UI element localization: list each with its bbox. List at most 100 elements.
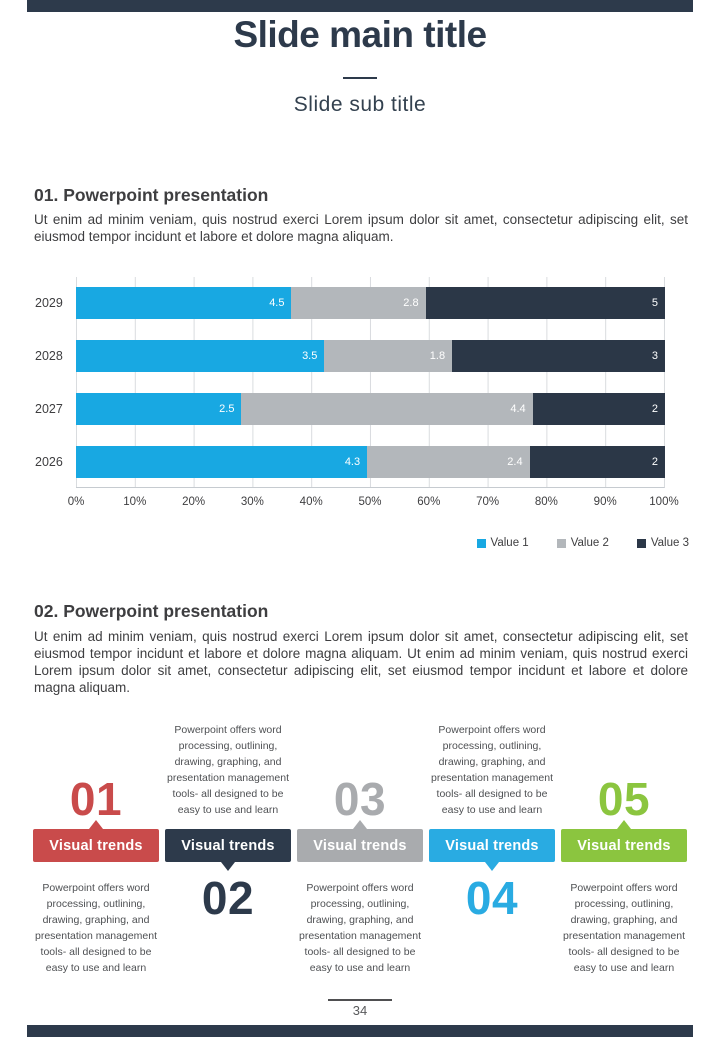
trend-badge-zone: Visual trends bbox=[297, 820, 423, 871]
trend-top-zone: 05 bbox=[561, 712, 687, 825]
chart-row: 2026 4.3 2.4 2 bbox=[35, 446, 665, 478]
notch-spacer bbox=[429, 820, 555, 829]
trend-number: 04 bbox=[465, 872, 519, 924]
chart-value-label: 4.4 bbox=[510, 403, 526, 415]
trend-badge: Visual trends bbox=[33, 829, 159, 862]
chart-plot-area: 2029 4.5 2.8 5 2028 3.5 1.8 3 2027 2.5 4.4 2 2026 4.3… bbox=[35, 287, 665, 478]
slide-main-title: Slide main title bbox=[233, 14, 487, 55]
chart-value-label: 2 bbox=[651, 456, 658, 468]
chart-value-label: 5 bbox=[651, 297, 658, 309]
chart-legend: Value 1 Value 2 Value 3 bbox=[476, 537, 689, 549]
chart-bar-segment: 2.5 bbox=[76, 393, 242, 425]
chart-bar-track: 3.5 1.8 3 bbox=[76, 340, 665, 372]
legend-label: Value 3 bbox=[650, 537, 689, 549]
trend-top-zone: Powerpoint offers word processing, outli… bbox=[429, 712, 555, 820]
chart-value-label: 2.8 bbox=[403, 297, 419, 309]
legend-item: Value 1 bbox=[476, 537, 529, 549]
page-number: 34 bbox=[352, 1003, 368, 1018]
chart-bar-segment: 2 bbox=[529, 446, 665, 478]
trend-top-zone: Powerpoint offers word processing, outli… bbox=[165, 712, 291, 820]
chart-bar-segment: 2 bbox=[532, 393, 665, 425]
chart-row: 2027 2.5 4.4 2 bbox=[35, 393, 665, 425]
trend-bottom-zone: Powerpoint offers word processing, outli… bbox=[297, 871, 423, 976]
notch-spacer bbox=[297, 862, 423, 871]
chart-bar-segment: 4.5 bbox=[76, 287, 292, 319]
chart-value-label: 4.3 bbox=[344, 456, 361, 468]
chart-category-label: 2029 bbox=[35, 296, 63, 310]
legend-item: Value 2 bbox=[556, 537, 609, 549]
trend-badge-zone: Visual trends bbox=[429, 820, 555, 871]
trend-column: 05 Visual trends Powerpoint offers word pr… bbox=[561, 712, 687, 976]
notch-spacer bbox=[561, 862, 687, 871]
trend-badge-zone: Visual trends bbox=[165, 820, 291, 871]
trend-column: Powerpoint offers word processing, outli… bbox=[429, 712, 555, 976]
title-divider bbox=[343, 77, 377, 79]
trend-description: Powerpoint offers word processing, outli… bbox=[35, 882, 157, 974]
chart-row: 2029 4.5 2.8 5 bbox=[35, 287, 665, 319]
section-2-body: Ut enim ad minim veniam, quis nostrud ex… bbox=[34, 629, 688, 695]
chart-bar-segment: 1.8 bbox=[324, 340, 453, 372]
chart-value-label: 3.5 bbox=[302, 350, 318, 362]
trend-column: 03 Visual trends Powerpoint offers word pr… bbox=[297, 712, 423, 976]
legend-swatch bbox=[636, 538, 646, 548]
trend-description: Powerpoint offers word processing, outli… bbox=[431, 724, 553, 816]
chart-bar-track: 2.5 4.4 2 bbox=[76, 393, 665, 425]
chart-x-tick-label: 0% bbox=[67, 496, 85, 508]
chart-value-label: 3 bbox=[651, 350, 658, 362]
top-accent-bar bbox=[27, 0, 693, 12]
notch-spacer bbox=[33, 862, 159, 871]
trend-badge-label: Visual trends bbox=[577, 837, 671, 854]
legend-swatch bbox=[556, 538, 566, 548]
chart-value-label: 4.5 bbox=[269, 297, 285, 309]
visual-trends-row: 01 Visual trends Powerpoint offers word pr… bbox=[33, 712, 687, 976]
chart-value-label: 2 bbox=[651, 403, 658, 415]
trend-badge-label: Visual trends bbox=[49, 837, 143, 854]
trend-description: Powerpoint offers word processing, outli… bbox=[563, 882, 685, 974]
bottom-accent-bar bbox=[27, 1025, 693, 1037]
legend-item: Value 3 bbox=[636, 537, 689, 549]
trend-bottom-zone: 04 bbox=[429, 871, 555, 924]
trend-number: 02 bbox=[201, 872, 255, 924]
trend-bottom-zone: 02 bbox=[165, 871, 291, 924]
chart-value-label: 2.5 bbox=[219, 403, 235, 415]
chart-bar-segment: 2.8 bbox=[291, 287, 426, 319]
chart-category-label: 2026 bbox=[35, 455, 63, 469]
trend-number: 05 bbox=[597, 772, 651, 825]
trend-badge-zone: Visual trends bbox=[33, 820, 159, 871]
section-2-heading: 02. Powerpoint presentation bbox=[34, 601, 269, 621]
trend-description: Powerpoint offers word processing, outli… bbox=[167, 724, 289, 816]
footer-divider bbox=[328, 999, 392, 1001]
chart-row: 2028 3.5 1.8 3 bbox=[35, 340, 665, 372]
chart-bar-segment: 4.4 bbox=[241, 393, 533, 425]
chart-bar-segment: 3.5 bbox=[76, 340, 325, 372]
chart-x-tick-label: 20% bbox=[182, 496, 206, 508]
badge-pointer-down bbox=[221, 862, 235, 871]
chart-x-tick-label: 90% bbox=[593, 496, 617, 508]
badge-pointer-down bbox=[485, 862, 499, 871]
chart-x-tick-label: 40% bbox=[299, 496, 323, 508]
chart-x-axis: 0% 10% 20% 30% 40% 50% 60% 70% 80% 90% 100% bbox=[68, 496, 679, 512]
trend-badge-label: Visual trends bbox=[313, 837, 407, 854]
trend-bottom-zone: Powerpoint offers word processing, outli… bbox=[33, 871, 159, 976]
section-1-body: Ut enim ad minim veniam, quis nostrud ex… bbox=[34, 212, 688, 244]
chart-value-label: 1.8 bbox=[429, 350, 446, 362]
trend-badge: Visual trends bbox=[165, 829, 291, 862]
stacked-bar-chart: 2029 4.5 2.8 5 2028 3.5 1.8 3 2027 2.5 4.4 2 2026 4.3… bbox=[35, 277, 679, 532]
trend-badge-zone: Visual trends bbox=[561, 820, 687, 871]
chart-x-tick-label: 70% bbox=[476, 496, 500, 508]
chart-bar-track: 4.5 2.8 5 bbox=[76, 287, 665, 319]
chart-bar-segment: 3 bbox=[452, 340, 665, 372]
trend-badge: Visual trends bbox=[297, 829, 423, 862]
trend-number: 01 bbox=[69, 772, 123, 825]
chart-bar-track: 4.3 2.4 2 bbox=[76, 446, 665, 478]
chart-bar-segment: 4.3 bbox=[76, 446, 368, 478]
trend-description: Powerpoint offers word processing, outli… bbox=[299, 882, 421, 974]
trend-column: Powerpoint offers word processing, outli… bbox=[165, 712, 291, 976]
chart-x-tick-label: 80% bbox=[534, 496, 558, 508]
chart-x-tick-label: 60% bbox=[417, 496, 441, 508]
legend-label: Value 1 bbox=[490, 537, 529, 549]
chart-category-label: 2027 bbox=[35, 402, 63, 416]
chart-bar-segment: 5 bbox=[425, 287, 665, 319]
trend-badge: Visual trends bbox=[561, 829, 687, 862]
